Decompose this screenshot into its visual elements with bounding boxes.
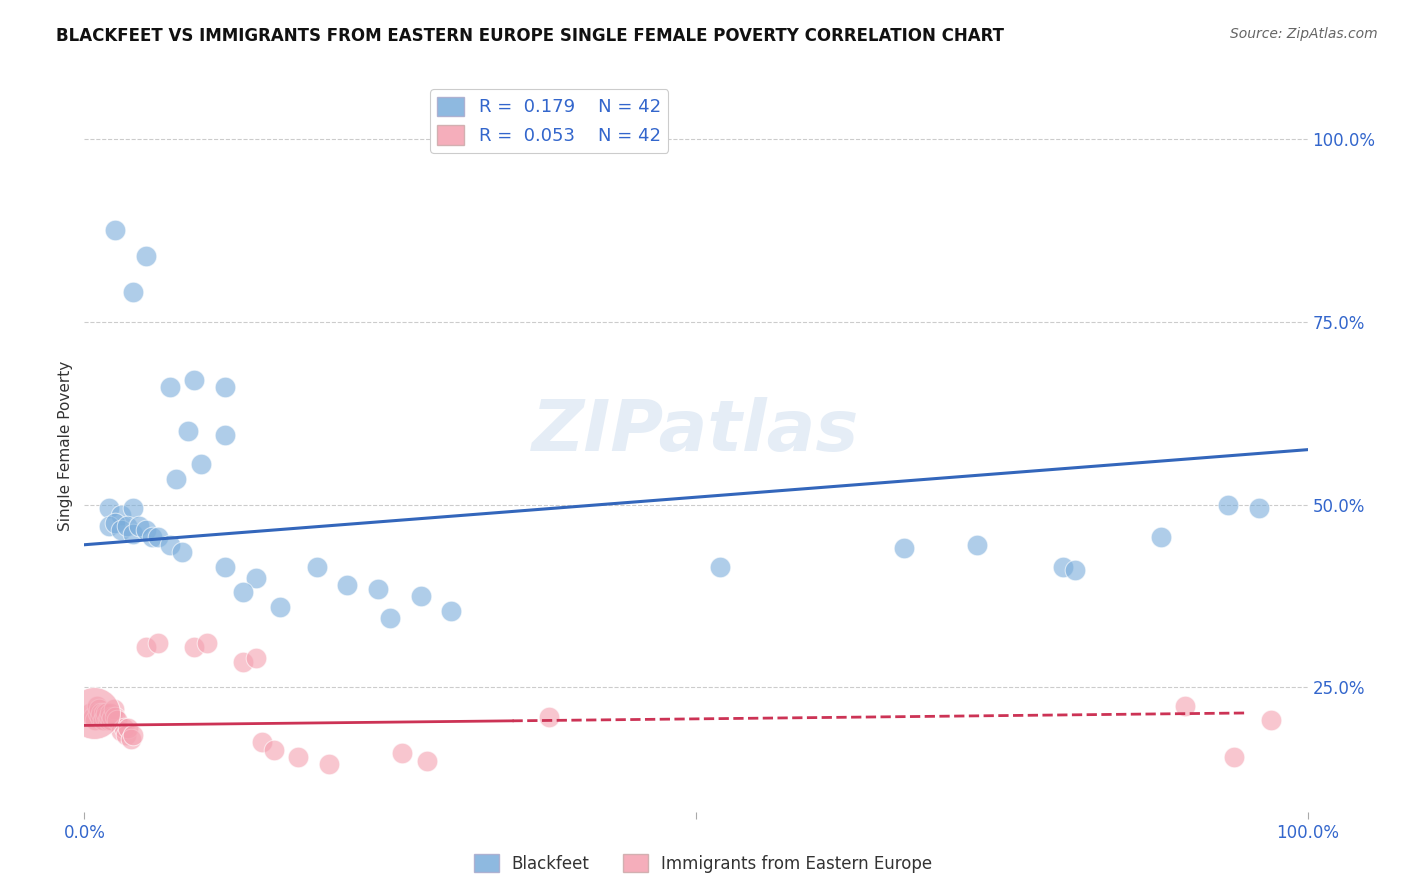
Point	[214, 380, 236, 394]
Point	[79, 706, 101, 720]
Point	[83, 706, 105, 720]
Point	[1260, 714, 1282, 728]
Point	[318, 757, 340, 772]
Point	[190, 457, 212, 471]
Point	[122, 728, 145, 742]
Point	[440, 603, 463, 617]
Point	[380, 611, 402, 625]
Point	[214, 428, 236, 442]
Point	[538, 709, 561, 723]
Point	[122, 526, 145, 541]
Point	[1052, 559, 1074, 574]
Point	[1223, 749, 1246, 764]
Point	[94, 709, 117, 723]
Point	[159, 538, 181, 552]
Point	[87, 706, 110, 720]
Point	[1064, 563, 1087, 577]
Point	[97, 714, 120, 728]
Point	[91, 714, 114, 728]
Point	[966, 538, 988, 552]
Point	[122, 285, 145, 300]
Point	[172, 545, 194, 559]
Point	[709, 559, 731, 574]
Point	[263, 742, 285, 756]
Point	[135, 249, 157, 263]
Point	[214, 559, 236, 574]
Text: Source: ZipAtlas.com: Source: ZipAtlas.com	[1230, 27, 1378, 41]
Point	[1150, 530, 1173, 544]
Point	[90, 706, 112, 720]
Point	[165, 472, 187, 486]
Point	[112, 721, 135, 735]
Point	[1247, 501, 1270, 516]
Point	[100, 714, 122, 728]
Point	[409, 589, 432, 603]
Point	[96, 706, 118, 720]
Point	[893, 541, 915, 556]
Point	[367, 582, 389, 596]
Point	[105, 714, 128, 728]
Point	[146, 530, 169, 544]
Point	[177, 425, 200, 439]
Point	[82, 709, 104, 723]
Point	[86, 698, 108, 713]
Point	[1174, 698, 1197, 713]
Point	[104, 516, 127, 530]
Point	[97, 519, 120, 533]
Legend: R =  0.179    N = 42, R =  0.053    N = 42: R = 0.179 N = 42, R = 0.053 N = 42	[430, 89, 668, 153]
Legend: Blackfeet, Immigrants from Eastern Europe: Blackfeet, Immigrants from Eastern Europ…	[467, 847, 939, 880]
Point	[135, 640, 157, 655]
Point	[1216, 498, 1239, 512]
Point	[101, 709, 124, 723]
Point	[97, 501, 120, 516]
Point	[87, 702, 110, 716]
Point	[97, 709, 120, 723]
Point	[183, 373, 205, 387]
Point	[89, 709, 111, 723]
Point	[141, 530, 163, 544]
Point	[336, 578, 359, 592]
Point	[245, 651, 267, 665]
Point	[391, 746, 413, 760]
Point	[120, 731, 142, 746]
Point	[110, 724, 132, 739]
Point	[115, 728, 138, 742]
Point	[104, 709, 127, 723]
Point	[93, 706, 115, 720]
Point	[269, 599, 291, 614]
Text: ZIPatlas: ZIPatlas	[533, 397, 859, 466]
Point	[146, 636, 169, 650]
Y-axis label: Single Female Poverty: Single Female Poverty	[58, 361, 73, 531]
Point	[135, 523, 157, 537]
Text: BLACKFEET VS IMMIGRANTS FROM EASTERN EUROPE SINGLE FEMALE POVERTY CORRELATION CH: BLACKFEET VS IMMIGRANTS FROM EASTERN EUR…	[56, 27, 1004, 45]
Point	[416, 754, 439, 768]
Point	[245, 571, 267, 585]
Point	[103, 702, 125, 716]
Point	[115, 519, 138, 533]
Point	[122, 501, 145, 516]
Point	[287, 749, 309, 764]
Point	[110, 508, 132, 523]
Point	[104, 223, 127, 237]
Point	[232, 585, 254, 599]
Point	[183, 640, 205, 655]
Point	[195, 636, 218, 650]
Point	[128, 519, 150, 533]
Point	[250, 735, 273, 749]
Point	[117, 721, 139, 735]
Point	[110, 523, 132, 537]
Point	[305, 559, 328, 574]
Point	[98, 706, 121, 720]
Point	[232, 655, 254, 669]
Point	[84, 714, 107, 728]
Point	[159, 380, 181, 394]
